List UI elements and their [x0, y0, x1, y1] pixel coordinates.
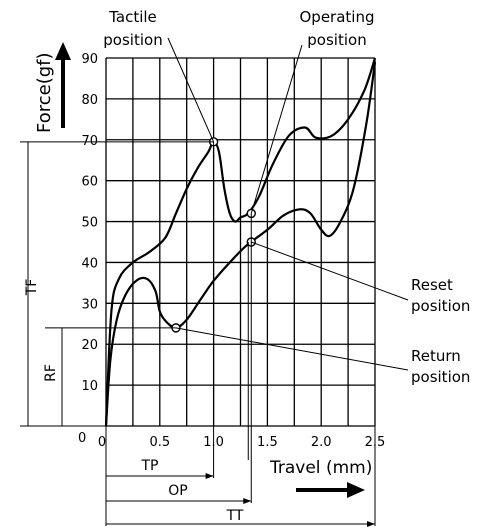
op-arrowhead	[243, 498, 252, 504]
return-label: Return position	[411, 347, 470, 386]
y-axis-label: Force(gf)	[34, 52, 55, 133]
y-tick-label: 90	[81, 52, 98, 67]
x-axis-label: Travel (mm)	[269, 458, 372, 478]
tf-label: TF	[24, 279, 40, 297]
reset-label: Reset position	[411, 276, 470, 315]
y-tick-label: 50	[81, 216, 98, 231]
dimension-lines	[20, 141, 376, 527]
x-tick-label: 2.0	[311, 435, 332, 450]
y-tick-label: 60	[81, 175, 98, 190]
press-curve	[104, 57, 377, 427]
return-leader	[175, 327, 409, 371]
tt-arrowhead	[367, 521, 375, 527]
grid	[105, 57, 376, 427]
operating-leader	[250, 44, 303, 214]
y-axis-arrowhead	[55, 42, 71, 60]
op-label: OP	[168, 483, 187, 499]
tactile-leader	[167, 37, 215, 143]
y-tick-label: 40	[81, 256, 98, 271]
y-tick-label: 10	[81, 379, 98, 394]
x-tick-label: 0.5	[149, 435, 170, 450]
y-tick-label: 30	[81, 297, 98, 312]
y-tick-label: 0	[78, 431, 86, 446]
x-axis-arrowhead	[347, 482, 365, 498]
markers	[167, 37, 409, 371]
tp-label: TP	[141, 458, 159, 474]
tactile-label: Tactile position	[103, 8, 162, 49]
tp-arrowhead	[205, 473, 214, 479]
operating-label: Operating position	[300, 8, 375, 49]
x-tick-label: 1.5	[257, 435, 278, 450]
rf-label: RF	[43, 364, 59, 382]
y-tick-label: 70	[81, 134, 98, 149]
y-tick-label: 20	[81, 338, 98, 353]
reset-leader	[251, 241, 409, 301]
tt-label: TT	[226, 508, 244, 524]
y-tick-label: 80	[81, 93, 98, 108]
x-tick-label: 0	[98, 435, 106, 450]
